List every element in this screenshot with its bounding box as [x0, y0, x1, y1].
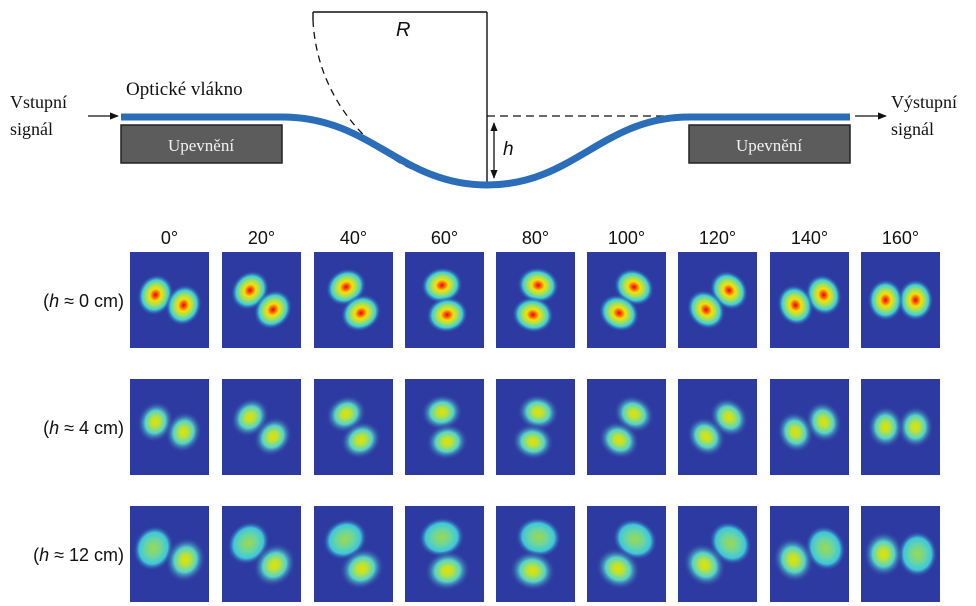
mode-lobe	[420, 394, 463, 431]
mode-lobe	[137, 401, 174, 443]
mode-pattern-tile	[314, 252, 393, 348]
mode-lobe	[165, 537, 206, 583]
mode-lobe	[805, 401, 842, 443]
mode-pattern-tile	[130, 379, 209, 475]
mode-lobe	[897, 531, 938, 577]
row-label: (h ≈ 12 cm)	[33, 545, 124, 565]
mode-pattern-tile	[222, 252, 301, 348]
mode-lobe	[598, 294, 640, 332]
angle-header: 60°	[431, 228, 458, 248]
mode-pattern-tile	[587, 506, 666, 602]
mode-pattern-tile	[130, 252, 209, 348]
mode-lobe	[517, 267, 560, 304]
mode-lobe	[805, 525, 846, 571]
mode-pattern-tile	[496, 379, 575, 475]
mode-pattern-tile	[770, 379, 849, 475]
mode-lobe	[253, 416, 293, 457]
mode-lobe	[867, 279, 904, 321]
angle-header: 40°	[340, 228, 367, 248]
mode-pattern-tile	[130, 506, 209, 602]
mode-pattern-tile	[405, 506, 484, 602]
mode-lobe	[424, 550, 471, 591]
output-label-line2: signál	[891, 119, 934, 139]
mode-lobe	[339, 547, 385, 590]
left-clamp-label: Upevnění	[168, 136, 234, 155]
mode-pattern-tile	[314, 379, 393, 475]
mode-lobe	[863, 531, 904, 577]
mode-lobe	[686, 416, 726, 457]
mode-pattern-tile	[405, 252, 484, 348]
angle-header: 80°	[522, 228, 549, 248]
output-label-line1: Výstupní	[891, 92, 957, 112]
right-clamp-label: Upevnění	[736, 136, 802, 155]
mode-lobe	[426, 423, 469, 460]
angle-header: 100°	[608, 228, 645, 248]
angle-header: 0°	[161, 228, 178, 248]
depth-label: h	[503, 139, 514, 160]
mode-lobe	[420, 267, 463, 304]
mode-pattern-tile	[770, 506, 849, 602]
mode-lobe	[253, 543, 296, 587]
mode-pattern-tile	[861, 379, 940, 475]
mode-lobe	[686, 289, 726, 330]
mode-lobe	[897, 279, 934, 321]
input-label-line2: signál	[10, 119, 53, 139]
mode-lobe	[133, 525, 174, 571]
mode-lobe	[340, 421, 382, 459]
angle-headers: 0° 20° 40° 60° 80° 100° 120° 140° 160°	[161, 228, 919, 248]
mode-lobe	[777, 284, 814, 326]
mode-pattern-tile	[678, 379, 757, 475]
mode-lobe	[777, 411, 814, 453]
angle-header: 20°	[248, 228, 275, 248]
mode-lobe	[253, 289, 293, 330]
input-label-line1: Vstupní	[10, 92, 67, 112]
mode-lobe	[340, 294, 382, 332]
mode-lobe	[598, 421, 640, 459]
mode-pattern-tile	[678, 252, 757, 348]
mode-lobe	[511, 296, 554, 333]
mode-pattern-tile	[861, 506, 940, 602]
radius-label: R	[396, 19, 410, 41]
left-clamp	[120, 124, 283, 164]
mode-pattern-tile	[405, 379, 484, 475]
mode-lobe	[897, 406, 934, 448]
mode-lobe	[867, 406, 904, 448]
mode-pattern-tile	[314, 506, 393, 602]
optical-fiber	[121, 113, 850, 189]
angle-header: 120°	[699, 228, 736, 248]
mode-lobe	[515, 517, 562, 558]
mode-pattern-tile	[770, 252, 849, 348]
mode-lobe	[511, 423, 554, 460]
angle-header: 140°	[791, 228, 828, 248]
row-label: (h ≈ 4 cm)	[43, 418, 124, 438]
mode-lobe	[595, 547, 641, 590]
mode-pattern-grid	[130, 252, 940, 602]
mode-lobe	[805, 274, 842, 316]
mode-pattern-tile	[678, 506, 757, 602]
mode-lobe	[426, 296, 469, 333]
mode-pattern-tile	[496, 506, 575, 602]
bend-setup: R h Upevnění Upevnění Optické vlákno Vst…	[10, 11, 957, 189]
mode-lobe	[418, 517, 465, 558]
mode-lobe	[165, 284, 202, 326]
row-label: (h ≈ 0 cm)	[43, 291, 124, 311]
mode-pattern-tile	[861, 252, 940, 348]
mode-lobe	[683, 543, 726, 587]
mode-lobe	[773, 537, 814, 583]
fiber-label: Optické vlákno	[126, 79, 243, 100]
row-labels: (h ≈ 0 cm) (h ≈ 4 cm) (h ≈ 12 cm)	[33, 291, 124, 565]
mode-pattern-tile	[496, 252, 575, 348]
mode-lobe	[517, 394, 560, 431]
mode-pattern-tile	[587, 252, 666, 348]
angle-header: 160°	[882, 228, 919, 248]
mode-lobe	[165, 411, 202, 453]
mode-pattern-tile	[587, 379, 666, 475]
mode-pattern-tile	[222, 506, 301, 602]
right-clamp	[688, 124, 851, 164]
mode-lobe	[137, 274, 174, 316]
mode-pattern-tile	[222, 379, 301, 475]
mode-lobe	[509, 550, 556, 591]
